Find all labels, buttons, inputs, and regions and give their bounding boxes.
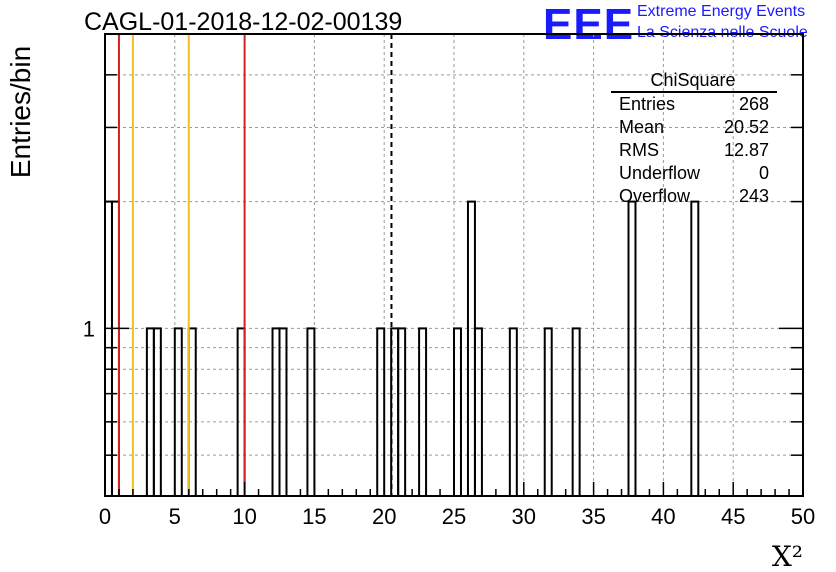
stats-row-value: 12.87 [724, 140, 769, 160]
x-tick-label: 30 [512, 504, 536, 529]
stats-title: ChiSquare [650, 70, 735, 90]
stats-row-value: 268 [739, 94, 769, 114]
x-tick-label: 50 [791, 504, 815, 529]
stats-row-value: 243 [739, 186, 769, 206]
x-tick-label: 45 [721, 504, 745, 529]
histogram-bin [571, 327, 581, 497]
brand-line-1: Extreme Energy Events [637, 3, 806, 20]
histogram-bin [508, 327, 518, 497]
axis-ticks [104, 74, 804, 496]
stats-row-label: Overflow [619, 186, 691, 206]
histogram-bins [104, 200, 700, 497]
stats-row-value: 0 [759, 163, 769, 183]
stats-row-label: Underflow [619, 163, 701, 183]
histogram-bin [173, 327, 183, 497]
stats-box: ChiSquare Entries 268 Mean 20.52 RMS 12.87 Und… [611, 70, 777, 206]
stats-row-value: 20.52 [724, 117, 769, 137]
stats-row-label: RMS [619, 140, 659, 160]
histogram-bin [397, 327, 407, 497]
histogram-bin [104, 200, 113, 497]
histogram-bin [145, 327, 155, 497]
x-tick-label: 20 [372, 504, 396, 529]
histogram-bin [690, 200, 700, 497]
histogram-bin [187, 327, 197, 497]
x-tick-labels: 0 5 10 15 20 25 30 35 40 45 50 [99, 504, 815, 529]
x-axis-label: Χ² [772, 540, 803, 572]
x-tick-label: 40 [651, 504, 675, 529]
eee-logo: EEE [543, 0, 635, 49]
x-tick-label: 35 [581, 504, 605, 529]
histogram-bin [278, 327, 288, 497]
histogram-bin [543, 327, 553, 497]
x-tick-label: 15 [302, 504, 326, 529]
histogram-bin [236, 327, 246, 497]
y-tick-labels: 1 [83, 316, 95, 341]
x-tick-label: 0 [99, 504, 111, 529]
histogram-bin [152, 327, 162, 497]
stats-row-label: Entries [619, 94, 675, 114]
reference-lines [117, 34, 393, 496]
brand-line-2: La Scienza nelle Scuole [637, 24, 808, 41]
x-tick-label: 10 [232, 504, 256, 529]
histogram-bin [418, 327, 428, 497]
histogram-bin [453, 327, 462, 497]
stats-row-label: Mean [619, 117, 664, 137]
y-axis-label: Entries/bin [5, 46, 36, 178]
histogram-bin [110, 200, 120, 497]
histogram-bin [473, 327, 483, 497]
histogram-bin [306, 327, 316, 497]
chart-title: CAGL-01-2018-12-02-00139 [84, 8, 403, 36]
histogram-bin [376, 327, 386, 497]
histogram-bin [466, 200, 476, 497]
x-tick-label: 25 [442, 504, 466, 529]
stats-rows: Entries 268 Mean 20.52 RMS 12.87 Underflow 0 Ove… [619, 94, 769, 206]
y-tick-label: 1 [83, 316, 95, 341]
histogram-bin [627, 200, 637, 497]
histogram-bin [271, 327, 281, 497]
x-tick-label: 5 [169, 504, 181, 529]
